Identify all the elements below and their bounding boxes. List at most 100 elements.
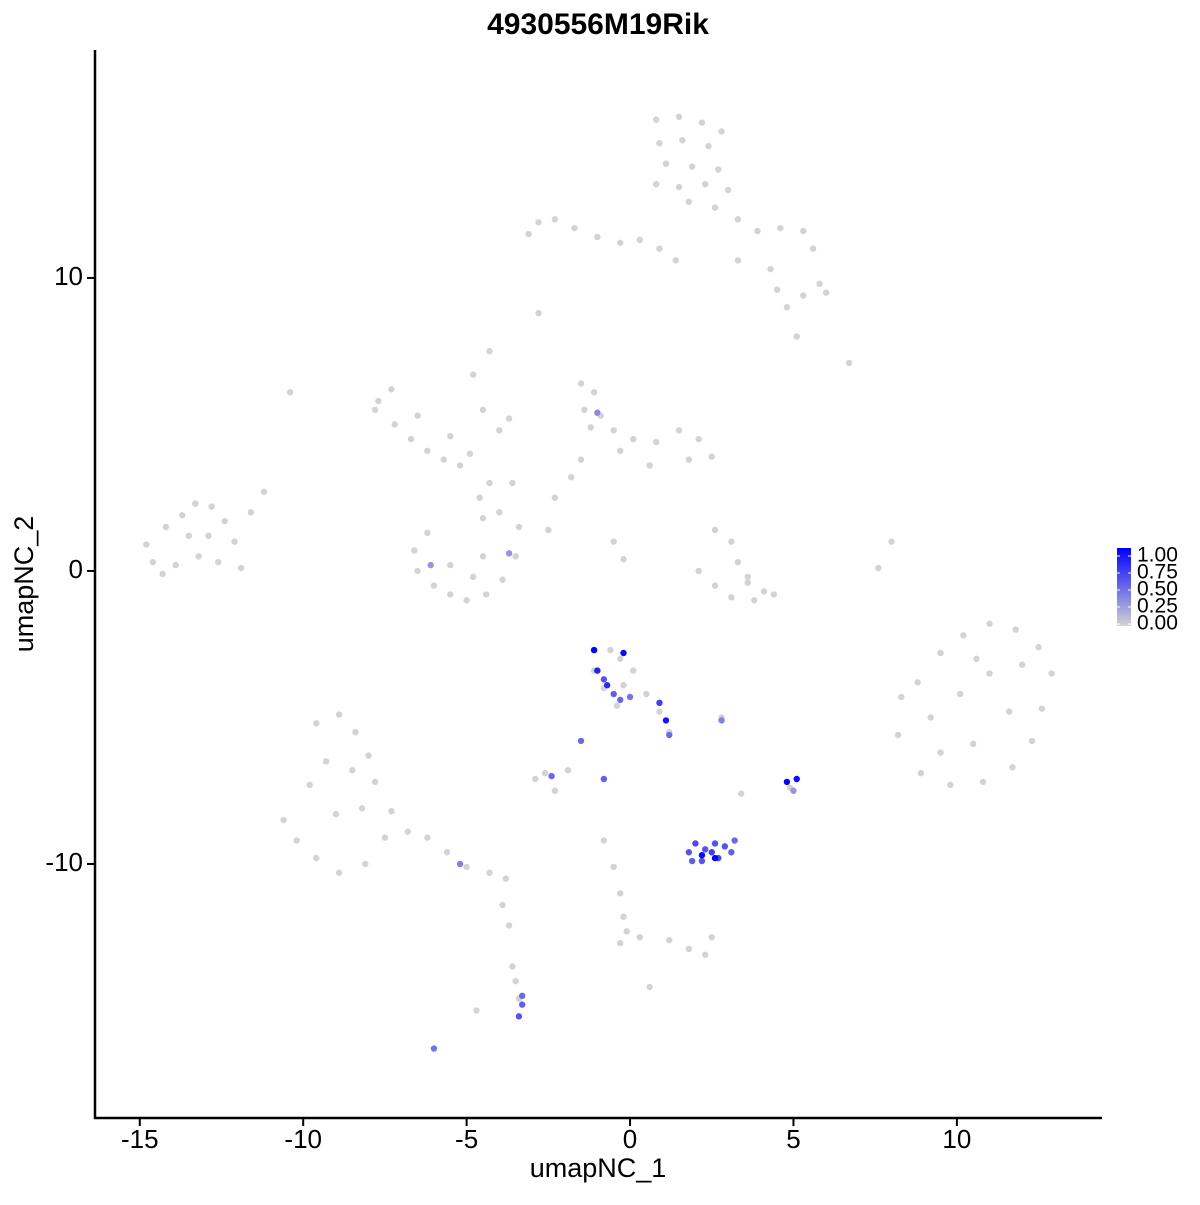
cell-point [479,515,487,522]
cell-point [280,816,287,824]
cell-point [512,977,519,985]
cell-point [793,775,800,783]
cell-point [688,163,696,170]
cell-point [535,219,542,226]
cell-point [286,389,294,396]
cell-point [466,450,474,457]
colorbar-label: 0.00 [1137,612,1178,635]
cell-point [672,257,679,264]
cell-point [711,204,719,211]
cell-point [656,699,663,707]
cell-point [705,142,712,150]
cell-point [617,939,624,947]
x-tick-label: 5 [786,1124,800,1154]
cell-point [541,769,549,777]
x-tick-label: -10 [284,1124,322,1154]
cell-point [617,696,624,704]
cell-point [702,951,709,958]
cell-point [970,740,977,748]
cell-point [440,456,447,463]
cell-point [352,728,359,736]
cell-point [679,137,686,144]
points [143,113,1055,1052]
cell-point [626,693,634,701]
cell-point [760,588,768,595]
cell-point [505,922,513,929]
chart-title: 4930556M19Rik [487,8,709,41]
cell-point [427,561,434,569]
cell-point [1038,705,1046,712]
cell-point [600,775,608,783]
cell-point [594,233,601,241]
cell-point [388,386,395,393]
cell-point [195,553,202,560]
cell-point [260,488,268,496]
cell-point [914,679,921,686]
cell-point [875,564,882,572]
colorbar-label: 0.50 [1137,578,1178,601]
x-tick-label: 10 [942,1124,971,1154]
cell-point [656,139,663,147]
cell-point [888,538,895,545]
cell-point [149,558,157,566]
cell-point [610,690,617,698]
cell-point [371,778,379,786]
cell-point [548,772,555,780]
cell-point [636,236,644,244]
cell-point [610,538,617,545]
cell-point [630,435,637,443]
cell-point [666,731,673,739]
cell-point [322,758,330,765]
cell-point [685,198,693,205]
cell-point [692,840,699,847]
cell-point [617,655,624,663]
cell-point [496,427,503,434]
cell-point [371,406,379,414]
cell-point [594,409,601,416]
cell-point [463,863,470,871]
cell-point [358,805,366,812]
cell-point [767,265,774,273]
cell-point [675,183,683,191]
cell-point [1035,643,1042,651]
cell-point [515,523,523,531]
cell-point [414,412,421,419]
cell-point [545,526,552,534]
cell-point [734,216,742,223]
cell-point [744,579,751,586]
cell-point [728,594,735,601]
cell-point [656,708,663,715]
cell-point [698,119,706,126]
cell-point [430,582,438,589]
cell-point [711,854,719,862]
cell-point [986,670,993,677]
cell-point [208,503,215,510]
cell-point [783,778,791,786]
cell-point [332,810,340,818]
cell-point [630,667,637,674]
x-tick-label: -5 [455,1124,478,1154]
cell-point [447,561,454,569]
cell-point [773,286,781,293]
cell-point [754,227,761,235]
cell-point [179,512,186,519]
cell-point [509,479,516,487]
cell-point [568,474,575,481]
cell-point [512,553,519,560]
cell-point [407,435,415,443]
x-tick-label: -15 [121,1124,159,1154]
cell-point [685,945,693,953]
cell-point [518,1001,526,1008]
cell-point [1005,708,1013,715]
cell-point [313,720,320,727]
x-axis-title: umapNC_1 [530,1153,667,1183]
cell-point [447,432,454,440]
cell-point [822,289,830,296]
cell-point [414,567,421,575]
cell-point [698,851,706,859]
cell-point [979,778,987,786]
cell-point [505,550,513,557]
cell-point [172,561,179,569]
cell-point [365,752,372,759]
